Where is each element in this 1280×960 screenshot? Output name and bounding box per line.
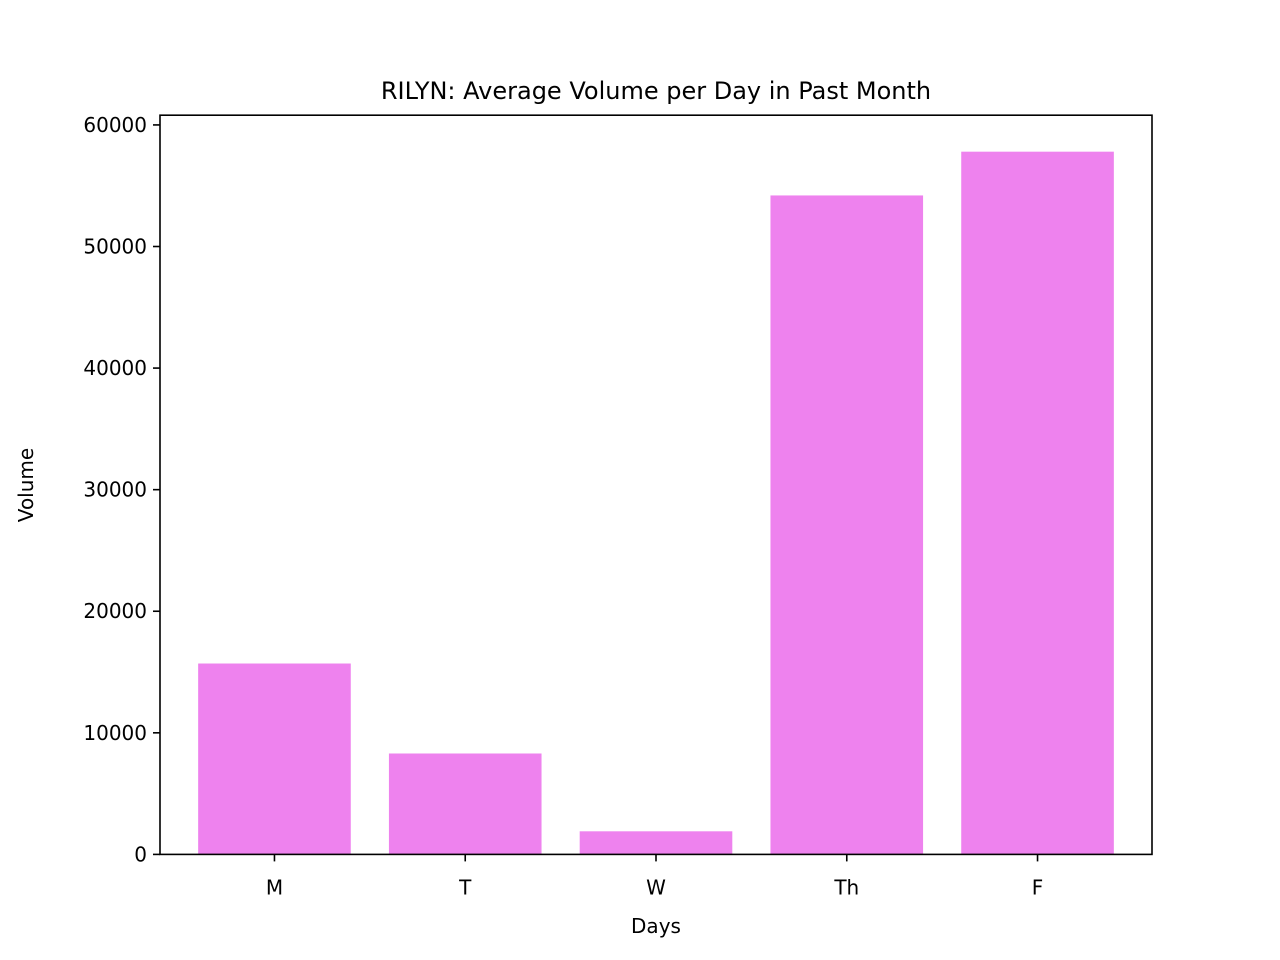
- bar-m: [198, 663, 351, 855]
- y-axis-label: Volume: [14, 448, 38, 522]
- x-axis-ticks: M T W Th F: [266, 854, 1043, 899]
- bar-f: [961, 151, 1114, 855]
- x-tick-label: W: [646, 875, 666, 899]
- y-tick-label: 30000: [83, 478, 147, 502]
- y-tick-label: 10000: [83, 721, 147, 745]
- x-tick-label: F: [1032, 875, 1044, 899]
- x-tick-label: T: [458, 875, 472, 899]
- y-tick-label: 0: [134, 842, 147, 866]
- y-tick-label: 50000: [83, 235, 147, 259]
- bar-w: [579, 831, 733, 855]
- y-tick-label: 20000: [83, 599, 147, 623]
- x-axis-label: Days: [631, 914, 681, 938]
- bar-t: [388, 753, 542, 855]
- y-axis-ticks: 0 10000 20000 30000 40000 50000 60000: [83, 113, 160, 866]
- x-tick-label: M: [266, 875, 283, 899]
- chart-title: RILYN: Average Volume per Day in Past Mo…: [381, 77, 931, 105]
- bar-th: [770, 195, 924, 855]
- y-tick-label: 60000: [83, 113, 147, 137]
- bars-layer: [198, 151, 1114, 855]
- x-tick-label: Th: [833, 875, 859, 899]
- y-tick-label: 40000: [83, 356, 147, 380]
